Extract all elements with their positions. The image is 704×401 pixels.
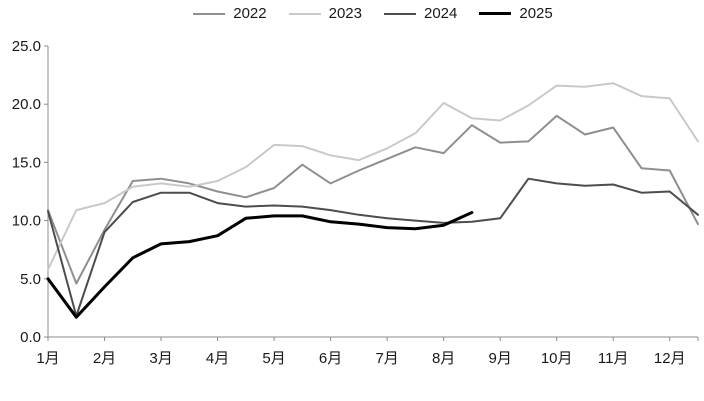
legend-label-2024: 2024: [424, 5, 458, 22]
legend-item-2024: 2024: [384, 5, 457, 22]
x-tick-label: 3月: [149, 350, 172, 367]
y-tick-label: 10.0: [12, 213, 41, 230]
chart-legend: 2022 2023 2024 2025: [48, 5, 698, 22]
legend-line-swatch-2022: [193, 12, 226, 15]
series-line-2022: [47, 114, 699, 285]
y-tick-label: 15.0: [12, 154, 41, 171]
legend-label-2023: 2023: [328, 5, 362, 22]
legend-item-2022: 2022: [193, 5, 267, 22]
x-tick-label: 6月: [319, 350, 342, 367]
x-tick-label: 11月: [598, 350, 629, 367]
legend-line-swatch-2023: [288, 12, 321, 15]
legend-label-2022: 2022: [233, 5, 267, 22]
x-tick-label: 9月: [489, 350, 512, 367]
x-tick-label: 1月: [36, 350, 59, 367]
legend-label-2025: 2025: [519, 5, 553, 22]
y-tick-label: 0.0: [20, 329, 41, 346]
series-line-2023: [47, 82, 699, 271]
x-tick-label: 10月: [541, 350, 573, 367]
y-tick-label: 20.0: [12, 96, 41, 113]
x-tick-label: 4月: [206, 350, 229, 367]
legend-line-swatch-2024: [384, 12, 416, 15]
legend-line-swatch-2025: [479, 12, 512, 15]
y-tick-label: 25.0: [12, 38, 41, 55]
x-tick-label: 5月: [262, 350, 285, 367]
series-line-2025: [46, 211, 474, 319]
legend-item-2023: 2023: [288, 5, 362, 22]
legend-item-2025: 2025: [479, 5, 553, 22]
x-tick-label: 2月: [93, 350, 116, 367]
x-tick-label: 7月: [375, 350, 398, 367]
x-tick-label: 12月: [654, 350, 686, 367]
y-tick-label: 5.0: [20, 271, 41, 288]
x-tick-label: 8月: [432, 350, 455, 367]
series-line-2024: [47, 177, 699, 317]
